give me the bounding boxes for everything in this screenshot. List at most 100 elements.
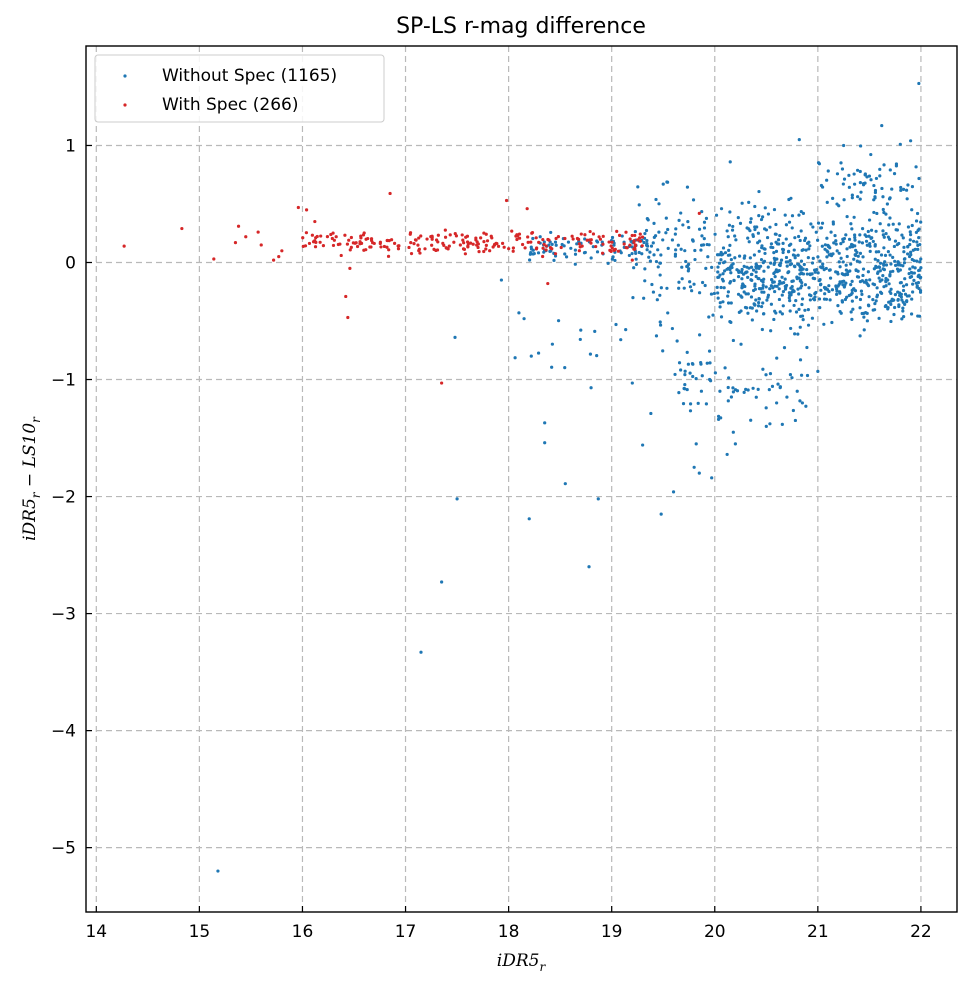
- data-point: [619, 251, 623, 255]
- data-point: [654, 259, 659, 264]
- data-point: [746, 292, 750, 296]
- data-point: [794, 299, 798, 303]
- data-point: [730, 265, 734, 270]
- data-point: [554, 243, 558, 247]
- data-point: [746, 388, 750, 392]
- data-point: [748, 306, 753, 310]
- data-point: [762, 312, 766, 316]
- axis-ticks: 14 15 16 17 18 19 20 21 22 1 0 −1 −2 −3 −4 −5: [51, 136, 932, 942]
- data-point: [799, 271, 804, 276]
- data-point: [884, 280, 888, 284]
- data-point: [349, 235, 353, 240]
- data-point: [740, 285, 745, 289]
- data-point: [847, 293, 851, 298]
- data-points: [122, 81, 923, 873]
- data-point: [729, 271, 733, 275]
- data-point: [640, 235, 645, 239]
- data-point: [656, 248, 660, 252]
- data-point: [683, 373, 687, 377]
- data-point: [515, 234, 520, 238]
- data-point: [807, 247, 811, 251]
- data-point: [436, 233, 440, 237]
- data-point: [823, 243, 827, 247]
- data-point: [573, 252, 578, 256]
- data-point: [717, 261, 722, 265]
- data-point: [746, 275, 750, 280]
- data-point: [522, 317, 526, 321]
- data-point: [818, 306, 822, 310]
- data-point: [878, 222, 882, 226]
- data-point: [589, 256, 593, 260]
- data-point: [757, 301, 761, 305]
- data-point: [612, 243, 616, 247]
- data-point: [882, 246, 886, 250]
- data-point: [895, 267, 900, 271]
- data-point: [343, 233, 347, 237]
- data-point: [216, 869, 220, 873]
- data-point: [589, 241, 593, 245]
- data-point: [747, 266, 751, 270]
- data-point: [417, 236, 421, 240]
- data-point: [877, 276, 881, 280]
- data-point: [822, 297, 827, 301]
- x-axis-label-sub: r: [539, 960, 546, 974]
- data-point: [613, 258, 617, 263]
- data-point: [877, 250, 881, 254]
- data-point: [556, 235, 560, 239]
- data-point: [649, 411, 653, 416]
- data-point: [766, 212, 771, 216]
- data-point: [761, 301, 765, 305]
- data-point: [716, 291, 720, 295]
- data-point: [713, 371, 717, 375]
- data-point: [799, 373, 804, 377]
- data-point: [726, 290, 731, 294]
- data-point: [589, 386, 593, 390]
- data-point: [331, 243, 336, 248]
- data-point: [803, 236, 808, 240]
- data-point: [865, 243, 869, 247]
- legend-label-without-spec: Without Spec (1165): [162, 66, 337, 86]
- data-point: [853, 244, 857, 248]
- data-point: [702, 220, 707, 224]
- data-point: [477, 249, 481, 254]
- data-point: [825, 200, 829, 204]
- data-point: [881, 229, 885, 233]
- data-point: [783, 213, 787, 217]
- data-point: [793, 418, 798, 423]
- data-point: [701, 280, 705, 285]
- data-point: [808, 298, 812, 302]
- data-point: [801, 248, 805, 252]
- data-point: [858, 306, 862, 310]
- data-point: [819, 226, 824, 230]
- data-point: [680, 277, 684, 281]
- data-point: [256, 230, 260, 234]
- data-point: [666, 311, 670, 315]
- data-point: [677, 361, 682, 365]
- data-point: [690, 289, 694, 293]
- data-point: [826, 244, 831, 249]
- data-point: [729, 257, 733, 262]
- data-point: [775, 284, 779, 288]
- data-point: [778, 310, 782, 314]
- data-point: [811, 297, 816, 301]
- data-point: [388, 191, 392, 196]
- data-point: [809, 222, 813, 226]
- data-point: [670, 238, 675, 242]
- data-point: [529, 247, 534, 251]
- data-point: [908, 238, 912, 242]
- data-point: [677, 286, 681, 290]
- data-point: [864, 239, 869, 243]
- data-point: [703, 283, 707, 288]
- data-point: [244, 235, 248, 239]
- data-point: [726, 301, 731, 305]
- data-point: [871, 298, 875, 302]
- data-point: [867, 218, 872, 222]
- data-point: [462, 241, 466, 245]
- data-point: [396, 244, 400, 248]
- data-point: [911, 282, 915, 286]
- data-point: [691, 198, 696, 202]
- data-point: [749, 272, 754, 277]
- data-point: [830, 288, 835, 292]
- data-point: [865, 319, 869, 323]
- data-point: [633, 246, 637, 250]
